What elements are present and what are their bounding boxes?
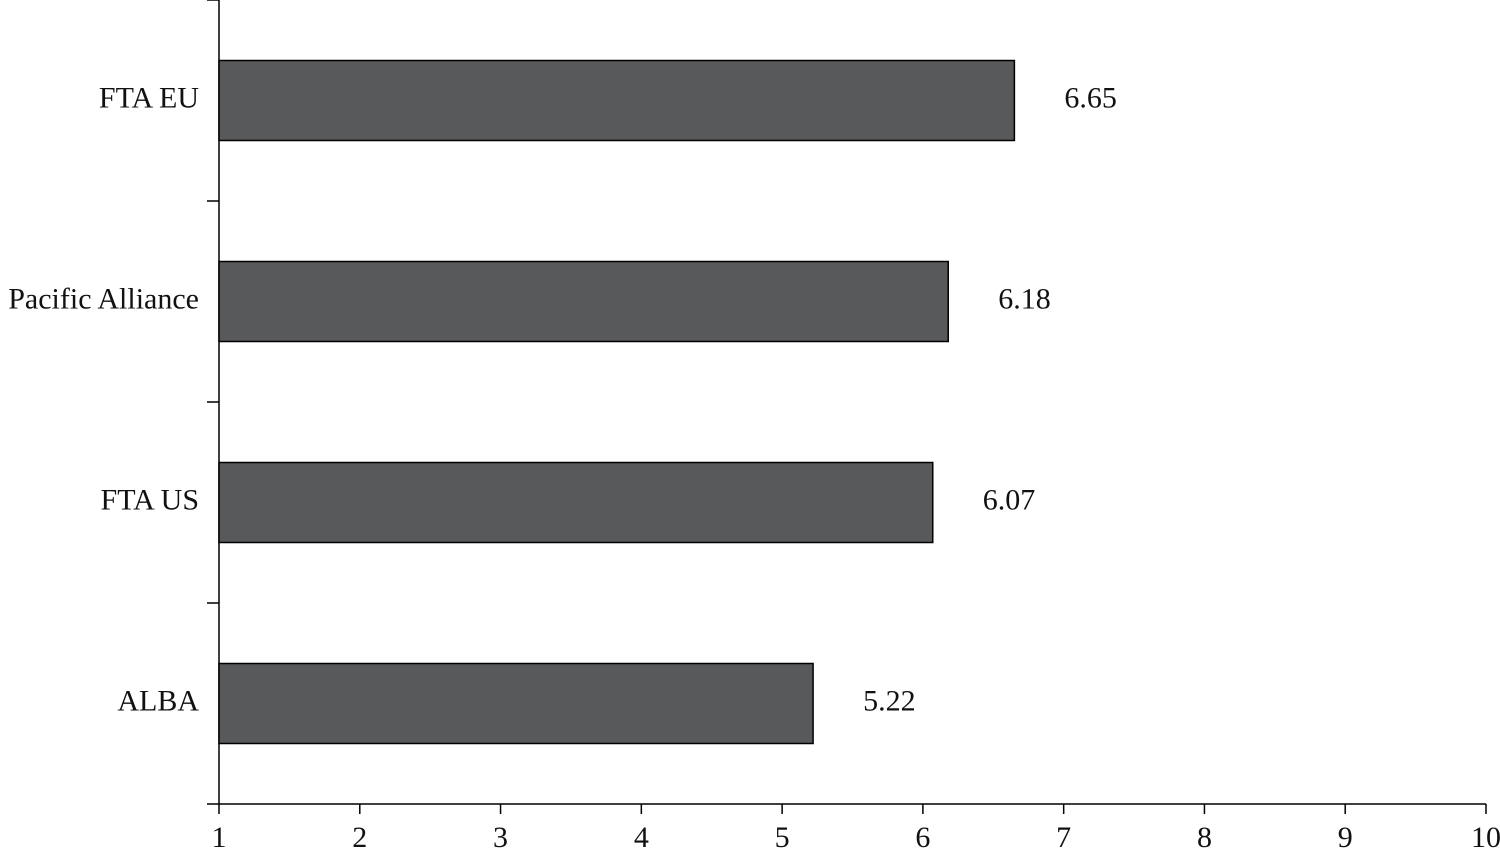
- y-tick-label: FTA US: [101, 483, 199, 516]
- bar: [218, 662, 814, 745]
- x-tick-label: 1: [212, 821, 227, 854]
- x-tick-label: 9: [1338, 821, 1353, 854]
- value-label: 6.07: [983, 483, 1036, 516]
- x-tick-label: 10: [1471, 821, 1500, 854]
- value-label: 5.22: [863, 684, 916, 717]
- y-tick-label: Pacific Alliance: [8, 282, 199, 315]
- y-tick-label: FTA EU: [99, 81, 199, 114]
- x-tick-label: 7: [1056, 821, 1071, 854]
- bar: [218, 59, 1016, 142]
- y-tick-label: ALBA: [117, 684, 199, 717]
- value-label: 6.65: [1064, 81, 1117, 114]
- x-tick-label: 6: [915, 821, 930, 854]
- x-tick-label: 4: [634, 821, 649, 854]
- bar: [218, 461, 934, 544]
- x-tick-label: 5: [775, 821, 790, 854]
- x-tick-label: 3: [493, 821, 508, 854]
- x-tick-label: 2: [352, 821, 367, 854]
- bar: [218, 260, 949, 343]
- x-tick-label: 8: [1197, 821, 1212, 854]
- value-label: 6.18: [998, 282, 1051, 315]
